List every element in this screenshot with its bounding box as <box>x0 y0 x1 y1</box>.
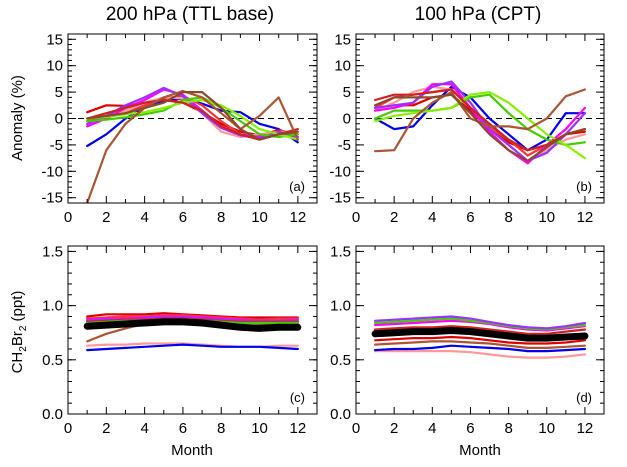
x-tick-label: 8 <box>217 209 225 226</box>
x-tick-label: 10 <box>251 420 268 437</box>
x-tick-label: 0 <box>64 209 72 226</box>
x-tick-label: 4 <box>140 420 148 437</box>
series-line-a-9 <box>86 89 299 203</box>
series-line-d-2 <box>374 340 586 349</box>
x-tick-label: 8 <box>217 420 225 437</box>
series-line-d-8 <box>374 315 586 330</box>
ylabel-ch: CH <box>9 352 26 374</box>
x-tick-label: 6 <box>179 420 187 437</box>
y-tick-label: 10 <box>334 58 351 75</box>
x-tick-label: 2 <box>102 209 110 226</box>
x-tick-label: 4 <box>428 420 436 437</box>
panel-b: 0 2 4 6 8 10 12 -15 -10 -5 0 5 10 15 (b) <box>329 31 605 226</box>
x-tick-label: 8 <box>504 209 512 226</box>
y-tick-label: 0.5 <box>42 352 63 369</box>
y-tick-label: -5 <box>50 137 63 154</box>
y-tick-label: 1.0 <box>42 298 63 315</box>
x-tick-label: 10 <box>251 209 268 226</box>
x-tick-label: 10 <box>538 420 555 437</box>
series-line-d-1 <box>374 344 586 353</box>
x-tick-label: 12 <box>290 209 307 226</box>
panel-a: 0 2 4 6 8 10 12 -15 -10 -5 0 5 10 15 (a) <box>41 31 318 226</box>
plot-frame-c <box>67 245 318 415</box>
series-line-d-0 <box>374 350 586 359</box>
series-line-b-8 <box>374 88 586 152</box>
y-tick-label: 1.5 <box>42 243 63 260</box>
y-tick-label: 0 <box>343 111 351 128</box>
ylabel-br: Br <box>9 331 26 346</box>
y-tick-label: 5 <box>55 84 63 101</box>
y-tick-label: -15 <box>41 190 63 207</box>
x-tick-label: 4 <box>428 209 436 226</box>
x-tick-label: 6 <box>466 209 474 226</box>
x-tick-label: 0 <box>64 420 72 437</box>
series-line-d-3 <box>374 335 586 345</box>
panel-c: 0 2 4 6 8 10 12 0.0 0.5 1.0 1.5 (c) <box>42 243 318 437</box>
panel-label-c: (c) <box>290 390 305 405</box>
x-tick-label: 12 <box>577 420 594 437</box>
y-tick-label: 10 <box>46 58 63 75</box>
x-axis-label-left: Month <box>171 442 213 459</box>
series-line-c-1 <box>86 343 299 352</box>
y-tick-label: -5 <box>338 137 351 154</box>
ylabel-units: (ppt) <box>9 291 26 326</box>
series-line-b-7 <box>374 91 586 160</box>
x-tick-label: 8 <box>504 420 512 437</box>
panel-d: 0 2 4 6 8 10 12 0.0 0.5 1.0 1.5 (d) <box>330 243 605 437</box>
x-tick-label: 4 <box>140 209 148 226</box>
x-tick-label: 12 <box>290 420 307 437</box>
ylabel-sub1: 2 <box>18 346 29 352</box>
series-line-a-10 <box>86 91 299 141</box>
y-tick-label: 15 <box>334 31 351 48</box>
x-tick-label: 6 <box>179 209 187 226</box>
y-tick-label: 0 <box>55 111 63 128</box>
y-tick-label: 0.0 <box>42 406 63 423</box>
panel-label-b: (b) <box>576 179 592 194</box>
series-line-b-10 <box>374 93 586 162</box>
y-axis-label-anomaly: Anomaly (%) <box>9 75 26 161</box>
panel-label-a: (a) <box>289 179 305 194</box>
y-tick-label: 0.5 <box>330 352 351 369</box>
x-tick-label: 6 <box>466 420 474 437</box>
panel-label-d: (d) <box>576 390 592 405</box>
x-tick-label: 0 <box>352 209 360 226</box>
y-tick-label: 0.0 <box>330 406 351 423</box>
series-line-a-5 <box>86 86 299 140</box>
ylabel-sub2: 2 <box>18 325 29 331</box>
plot-frame-d <box>355 245 605 415</box>
column-title-right: 100 hPa (CPT) <box>414 4 542 25</box>
x-axis-label-right: Month <box>459 442 501 459</box>
series-line-b-6 <box>374 93 586 146</box>
column-title-left: 200 hPa (TTL base) <box>105 4 275 25</box>
y-axis-label-ch2br2: CH2Br2 (ppt) <box>9 291 29 374</box>
y-tick-label: 15 <box>46 31 63 48</box>
y-tick-label: -10 <box>329 163 351 180</box>
y-tick-label: -15 <box>329 190 351 207</box>
x-tick-label: 2 <box>390 420 398 437</box>
y-tick-label: 1.5 <box>330 243 351 260</box>
x-tick-label: 12 <box>577 209 594 226</box>
series-line-d-5 <box>374 325 586 335</box>
series-line-c-9 <box>83 318 302 332</box>
y-tick-label: 1.0 <box>330 298 351 315</box>
x-tick-label: 2 <box>390 209 398 226</box>
y-tick-label: -10 <box>41 163 63 180</box>
series-line-d-9 <box>371 327 589 342</box>
series-line-a-6 <box>86 96 299 139</box>
x-tick-label: 0 <box>352 420 360 437</box>
x-tick-label: 2 <box>102 420 110 437</box>
x-tick-label: 10 <box>538 209 555 226</box>
y-tick-label: 5 <box>343 84 351 101</box>
